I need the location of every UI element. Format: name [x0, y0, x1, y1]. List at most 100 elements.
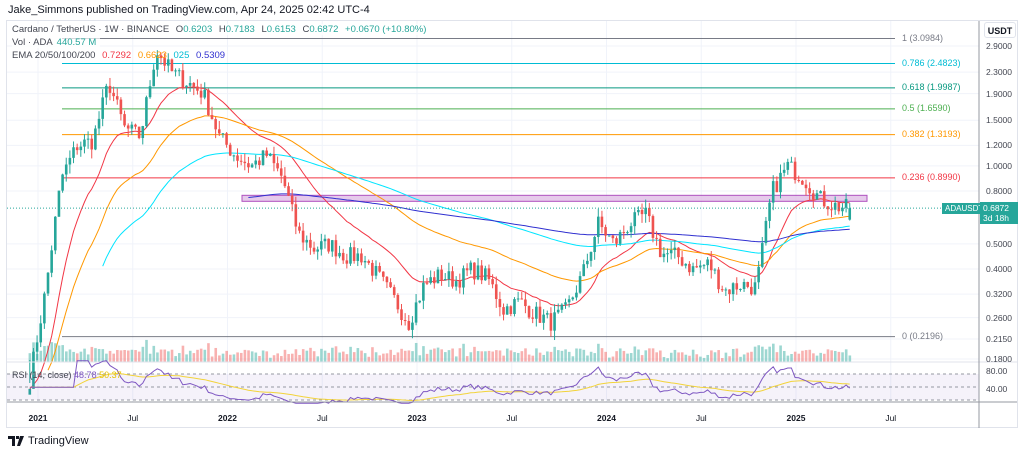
volume-bar	[378, 355, 382, 362]
candle-body	[145, 97, 148, 127]
volume-bar	[199, 348, 203, 362]
candle-body	[535, 306, 538, 319]
currency-button[interactable]: USDT	[984, 22, 1016, 38]
candle-body	[607, 235, 611, 237]
candle-body	[119, 99, 123, 115]
candle-body	[640, 209, 644, 215]
volume-bar	[145, 339, 148, 362]
candle-body	[367, 260, 371, 263]
volume-bar	[772, 343, 775, 362]
volume-bar	[116, 349, 119, 362]
candle-body	[837, 202, 841, 212]
tradingview-logo[interactable]: TradingView	[8, 435, 89, 447]
volume-bar	[345, 354, 349, 362]
candle-body	[83, 139, 86, 147]
rsi-line	[29, 360, 851, 404]
volume-bar	[305, 350, 309, 362]
candle-body	[287, 186, 290, 196]
candle-body	[520, 298, 524, 300]
candle-body	[269, 154, 272, 156]
volume-bar	[801, 350, 804, 362]
candle-body	[484, 268, 487, 281]
candle-body	[323, 238, 327, 242]
volume-bar	[287, 354, 290, 362]
fib-level-label: 0.382 (1.3193)	[902, 128, 961, 139]
candle-body	[494, 284, 498, 300]
candle-body	[531, 317, 534, 319]
volume-bar	[418, 355, 422, 362]
volume-bar	[433, 348, 436, 362]
ema20-value: 0.7292	[102, 50, 132, 61]
candle-body	[411, 322, 414, 330]
candle-body	[527, 306, 531, 318]
candle-body	[735, 283, 739, 290]
volume-bar	[516, 352, 520, 362]
volume-bar	[50, 342, 54, 362]
volume-bar	[261, 350, 265, 362]
candle-body	[633, 212, 637, 227]
candle-body	[115, 96, 119, 100]
volume-bar	[633, 346, 637, 362]
candle-body	[600, 216, 604, 228]
volume-bar	[505, 348, 509, 362]
price-tick: 1.0000	[986, 160, 1012, 171]
high-value: 0.7183	[225, 24, 255, 35]
volume-bar	[86, 354, 90, 362]
candle-body	[301, 230, 305, 243]
candle-body	[174, 70, 177, 72]
candle-body	[724, 289, 728, 291]
volume-bar	[637, 349, 640, 362]
candle-body	[75, 147, 79, 151]
volume-bar	[68, 349, 72, 362]
volume-bar	[699, 356, 702, 362]
volume-bar	[229, 354, 232, 362]
candle-body	[440, 269, 443, 281]
symbol-name[interactable]: Cardano / TetherUS · 1W · BINANCE	[12, 24, 170, 35]
volume-bar	[250, 351, 254, 362]
candle-body	[261, 150, 265, 166]
volume-bar	[298, 354, 301, 362]
candle-body	[567, 299, 571, 303]
candle-body	[524, 299, 527, 307]
volume-bar	[662, 357, 666, 362]
candle-body	[396, 295, 400, 310]
volume-bar	[502, 355, 505, 362]
volume-bar	[779, 345, 782, 362]
volume-bar	[841, 352, 844, 362]
volume-bar	[469, 352, 473, 362]
candle-body	[101, 97, 104, 119]
candle-body	[97, 118, 101, 129]
candle-body	[648, 207, 651, 217]
candle-body	[786, 161, 790, 170]
volume-bar	[28, 353, 32, 362]
candle-body	[123, 114, 126, 126]
candle-body	[185, 85, 188, 88]
volume-bar	[178, 353, 181, 362]
ema200-value: 0.5309	[196, 50, 226, 61]
candle-body	[760, 243, 764, 267]
chart-frame	[6, 20, 1018, 428]
fib-level-label: 0.786 (2.4823)	[902, 57, 961, 68]
candle-body	[560, 304, 564, 310]
candle-body	[545, 313, 549, 315]
candle-body	[808, 188, 811, 194]
volume-bar	[232, 354, 236, 362]
candle-body	[316, 249, 319, 252]
volume-bar	[356, 348, 360, 362]
candle-body	[644, 207, 647, 215]
volume-bar	[542, 354, 546, 362]
candle-body	[728, 289, 731, 295]
candle-body	[90, 138, 94, 150]
volume-bar	[185, 354, 188, 362]
volume-bar	[272, 355, 276, 362]
time-tick: Jul	[127, 413, 139, 423]
volume-bar	[476, 351, 480, 362]
volume-bar	[312, 351, 316, 362]
volume-bar	[597, 343, 600, 362]
volume-bar	[396, 352, 400, 362]
candle-body	[72, 147, 75, 158]
candle-body	[553, 312, 556, 331]
candle-body	[571, 297, 575, 300]
volume-bar	[731, 348, 735, 362]
